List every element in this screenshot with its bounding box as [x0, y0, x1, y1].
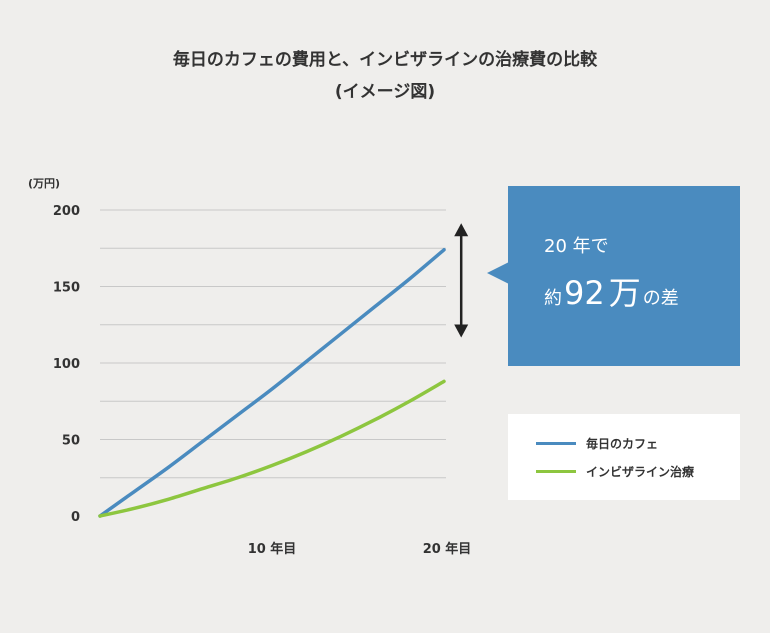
chart-title-line2: (イメージ図): [334, 82, 436, 102]
y-axis-label: (万円): [28, 177, 60, 190]
gridlines: [100, 209, 446, 479]
callout-value: 92: [564, 274, 605, 312]
series-lines: [98, 248, 446, 518]
callout-suffix: の差: [642, 288, 679, 309]
difference-callout: 20 年で 約92 万の差: [508, 186, 740, 366]
chart-title: 毎日のカフェの費用と、インビザラインの治療費の比較 (イメージ図): [0, 44, 770, 108]
x-tick-label-1: 20 年目: [423, 541, 472, 557]
legend: 毎日のカフェ インビザライン治療: [508, 414, 740, 500]
difference-arrow-head-top: [454, 223, 469, 237]
legend-swatch-cafe: [536, 441, 576, 445]
legend-label-invisalign: インビザライン治療: [586, 464, 695, 479]
legend-item-cafe: 毎日のカフェ: [536, 433, 658, 453]
callout-line1: 20 年で: [544, 236, 609, 257]
y-tick-label-3: 150: [53, 281, 80, 296]
series-line-1: [98, 379, 446, 518]
y-tick-label-0: 0: [71, 510, 80, 525]
y-tick-label-2: 100: [53, 357, 80, 372]
difference-arrow-head-bottom: [454, 324, 469, 338]
difference-annotation: [454, 223, 469, 338]
legend-label-cafe: 毎日のカフェ: [586, 436, 659, 451]
legend-item-invisalign: インビザライン治療: [536, 461, 694, 481]
x-tick-label-0: 10 年目: [248, 541, 297, 557]
callout-prefix: 約: [544, 288, 562, 309]
chart-title-line1: 毎日のカフェの費用と、インビザラインの治療費の比較: [172, 50, 598, 70]
series-line-0: [98, 248, 446, 518]
callout-line2: 約92 万の差: [544, 270, 679, 322]
y-tick-label-4: 200: [53, 204, 80, 219]
callout-pointer: [487, 262, 509, 284]
axis-labels: 0 50 100 150 200 (万円) 10 年目 20 年目: [28, 177, 471, 557]
callout-unit: 万: [608, 274, 641, 312]
y-tick-label-1: 50: [62, 434, 80, 449]
legend-swatch-invisalign: [536, 469, 576, 473]
